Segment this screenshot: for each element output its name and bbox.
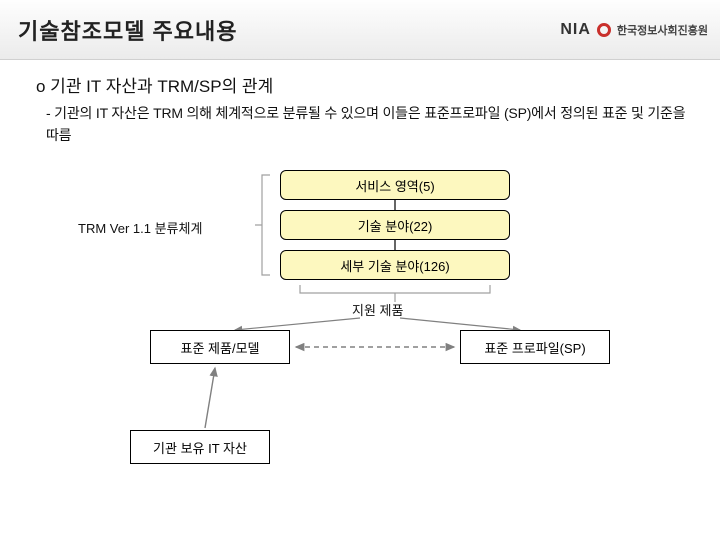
box-label: 표준 프로파일(SP) [484, 338, 585, 357]
logo-circle-icon [597, 23, 611, 37]
slide-header: 기술참조모델 주요내용 NIA 한국정보사회진흥원 [0, 0, 720, 60]
box-org-asset: 기관 보유 IT 자산 [130, 430, 270, 464]
diagram: TRM Ver 1.1 분류체계 지원 제품 서비스 영역(5) 기술 분야(2… [0, 170, 720, 530]
box-service-area: 서비스 영역(5) [280, 170, 510, 200]
section-body: - 기관의 IT 자산은 TRM 의해 체계적으로 분류될 수 있으며 이들은 … [36, 103, 692, 146]
logo-text: NIA [560, 21, 591, 39]
section-heading: o 기관 IT 자산과 TRM/SP의 관계 [36, 72, 692, 97]
content-area: o 기관 IT 자산과 TRM/SP의 관계 - 기관의 IT 자산은 TRM … [0, 60, 720, 146]
box-label: 기술 분야(22) [358, 216, 433, 235]
box-label: 기관 보유 IT 자산 [153, 438, 247, 457]
box-std-profile: 표준 프로파일(SP) [460, 330, 610, 364]
logo-subtext: 한국정보사회진흥원 [617, 22, 708, 38]
box-label: 서비스 영역(5) [355, 176, 434, 195]
box-label: 세부 기술 분야(126) [340, 256, 449, 275]
box-tech-area: 기술 분야(22) [280, 210, 510, 240]
logo: NIA 한국정보사회진흥원 [560, 21, 708, 39]
support-label: 지원 제품 [352, 300, 403, 319]
page-title: 기술참조모델 주요내용 [18, 14, 238, 46]
trm-label: TRM Ver 1.1 분류체계 [78, 218, 202, 237]
box-label: 표준 제품/모델 [181, 338, 260, 357]
box-std-product: 표준 제품/모델 [150, 330, 290, 364]
box-detail-area: 세부 기술 분야(126) [280, 250, 510, 280]
